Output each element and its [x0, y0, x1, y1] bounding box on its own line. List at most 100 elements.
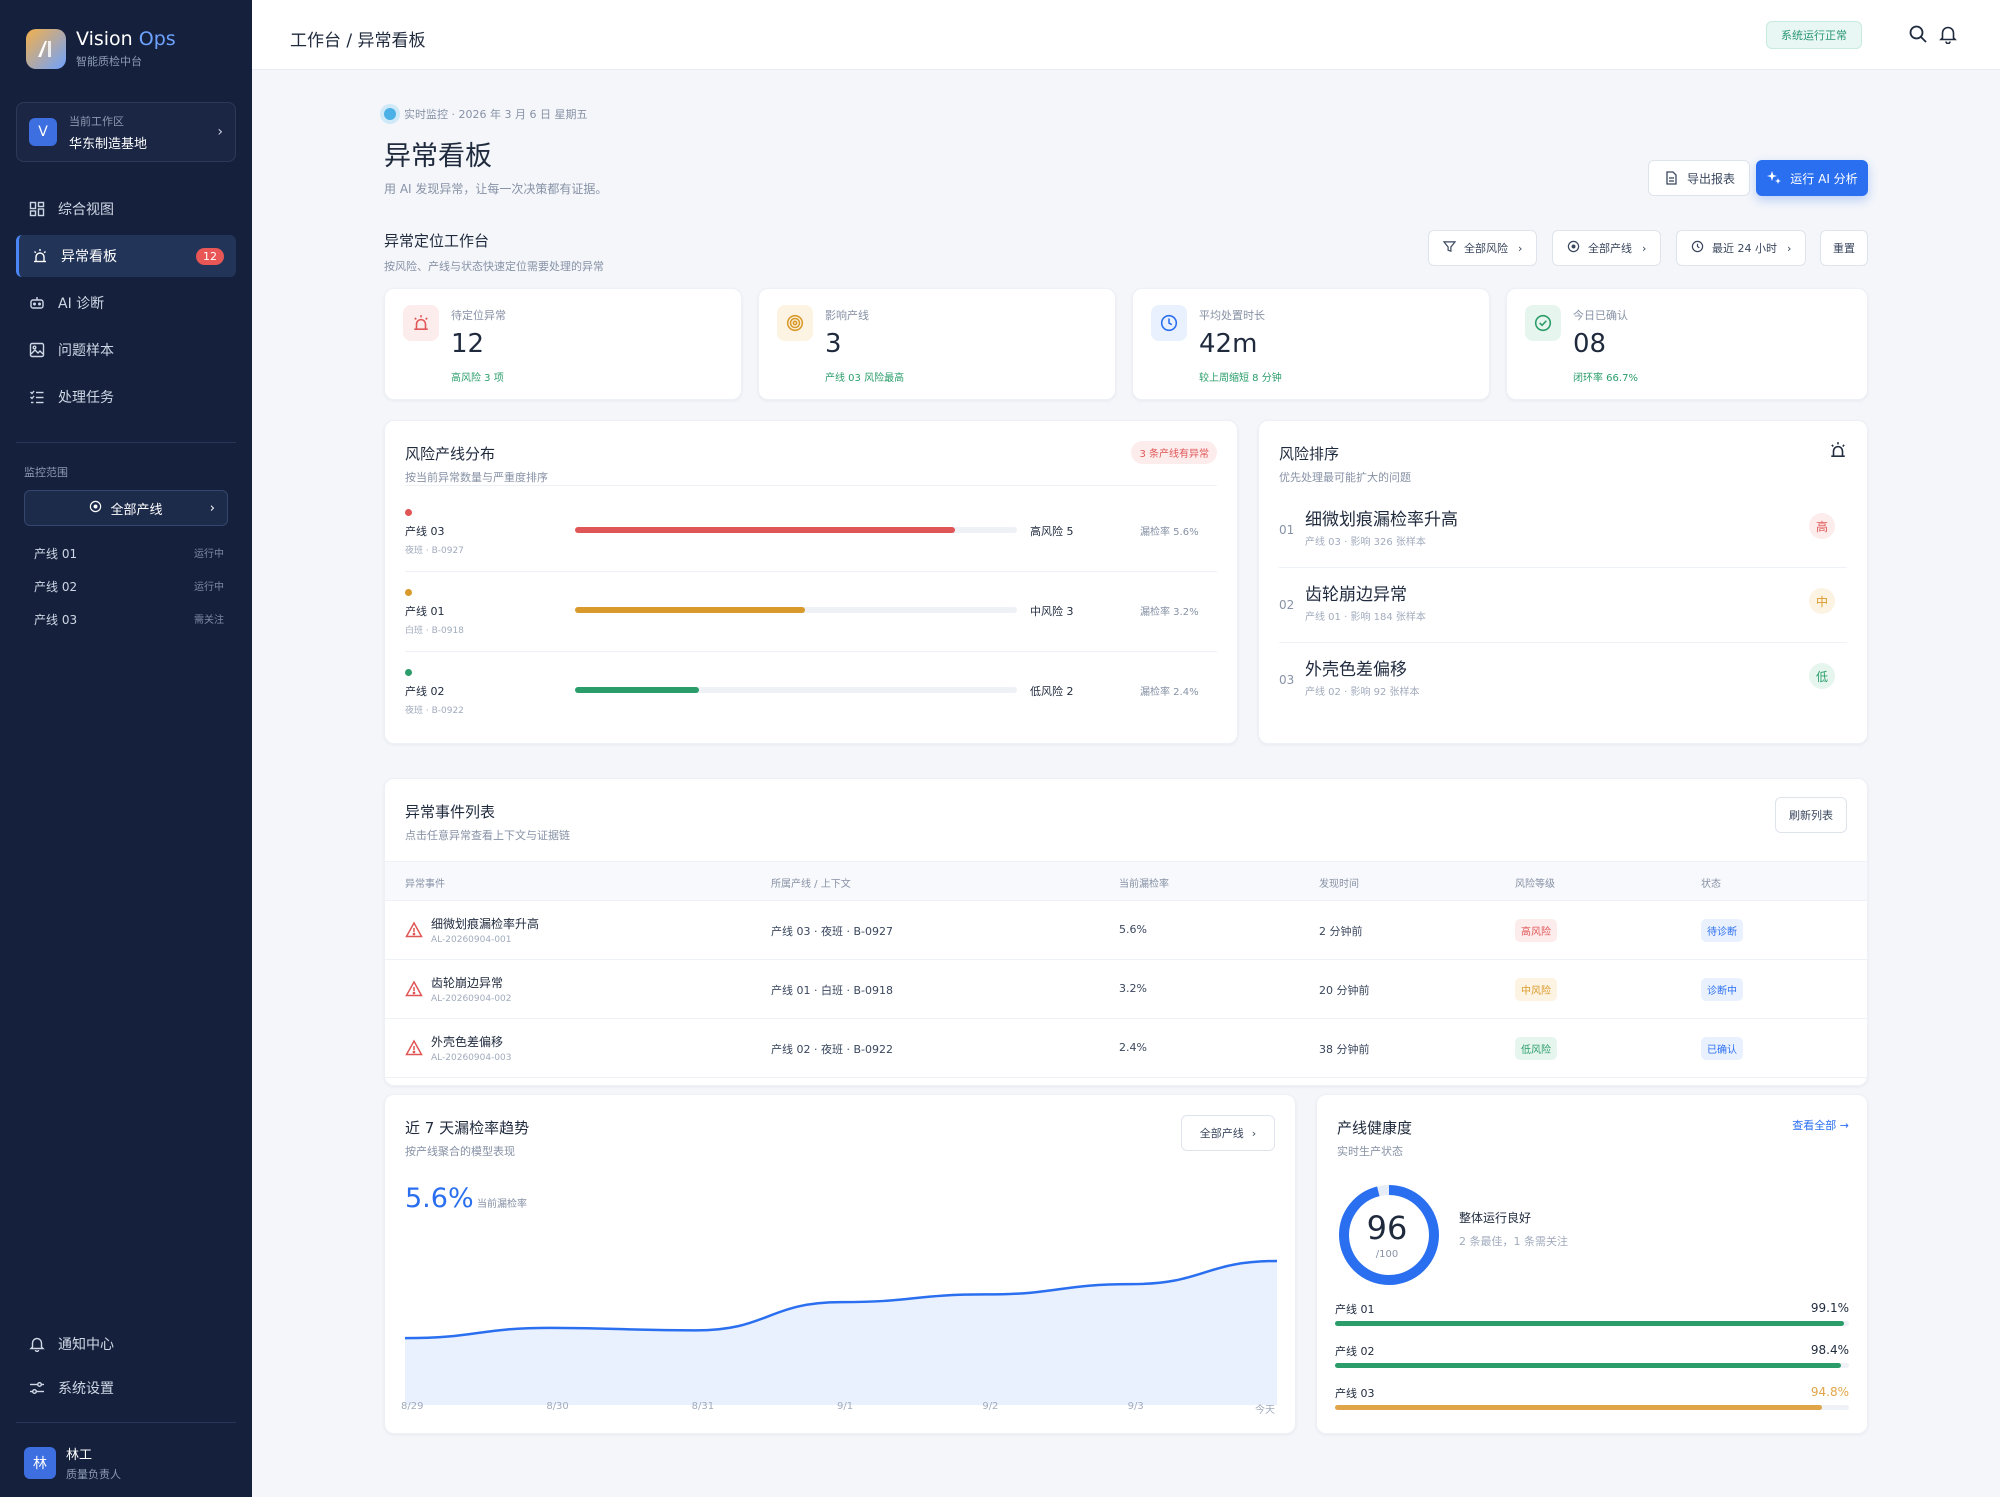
card-subtitle: 按当前异常数量与严重度排序: [405, 471, 548, 484]
dashboard-icon: [28, 200, 46, 218]
robot-icon: [28, 294, 46, 312]
risk-line-row[interactable]: 产线 03 夜班 · B-0927 高风险 5 漏检率 5.6%: [405, 507, 1215, 587]
chevron-right-icon: ›: [217, 124, 223, 140]
trend-line: [405, 1259, 1277, 1340]
kpi-card[interactable]: 影响产线 3 产线 03 风险最高: [758, 288, 1116, 400]
x-tick-label: 9/3: [1127, 1401, 1144, 1412]
table-row[interactable]: 外壳色差偏移 AL-20260904-003 产线 02 · 夜班 · B-0922…: [385, 1019, 1867, 1078]
event-time: 38 分钟前: [1319, 1043, 1370, 1056]
scope-line-item[interactable]: 产线 02 运行中: [34, 580, 224, 594]
kpi-note: 较上周缩短 8 分钟: [1199, 373, 1282, 384]
risk-level: 低风险 2: [1030, 685, 1074, 698]
trend-chart: [405, 1259, 1277, 1405]
risk-filter[interactable]: 全部风险 ›: [1428, 230, 1538, 266]
health-bar-fill: [1335, 1321, 1845, 1326]
workspace-avatar: V: [29, 118, 57, 146]
scope-select-value: 全部产线: [110, 502, 163, 518]
nav-item-ai-diagnosis[interactable]: AI 诊断: [16, 282, 236, 324]
risk-bar-fill: [575, 607, 805, 613]
health-bar-fill: [1335, 1363, 1841, 1368]
chevron-right-icon: ›: [209, 500, 215, 516]
kpi-card[interactable]: 待定位异常 12 高风险 3 项: [384, 288, 742, 400]
status-badge: 待诊断: [1701, 919, 1743, 942]
risk-distribution-card: 风险产线分布 按当前异常数量与严重度排序 3 条产线有异常 产线 03 夜班 · …: [384, 420, 1238, 744]
miss-rate: 漏检率 3.2%: [1140, 607, 1199, 618]
event-name: 细微划痕漏检率升高: [431, 917, 540, 931]
brand-name: Vision Ops: [76, 28, 176, 50]
kpi-label: 待定位异常: [451, 309, 506, 322]
risk-level: 高风险 5: [1030, 525, 1074, 538]
table-row[interactable]: 齿轮崩边异常 AL-20260904-002 产线 01 · 白班 · B-0918…: [385, 960, 1867, 1019]
rank-issue-detail: 产线 02 · 影响 92 张样本: [1305, 687, 1420, 698]
workbench-subtitle: 按风险、产线与状态快速定位需要处理的异常: [384, 260, 604, 273]
health-bar-track: [1335, 1363, 1849, 1368]
risk-rank-item[interactable]: 03 外壳色差偏移 产线 02 · 影响 92 张样本 低: [1279, 653, 1849, 727]
line-context: 夜班 · B-0927: [405, 546, 464, 556]
risk-line-row[interactable]: 产线 02 夜班 · B-0922 低风险 2 漏检率 2.4%: [405, 667, 1215, 747]
current-miss-rate-label: 当前漏检率: [477, 1199, 527, 1210]
risk-rank-item[interactable]: 01 细微划痕漏检率升高 产线 03 · 影响 326 张样本 高: [1279, 503, 1849, 577]
risk-rank-item[interactable]: 02 齿轮崩边异常 产线 01 · 影响 184 张样本 中: [1279, 578, 1849, 652]
event-name: 外壳色差偏移: [431, 1035, 504, 1049]
nav-item-overview[interactable]: 综合视图: [16, 188, 236, 230]
health-status: 整体运行良好: [1459, 1211, 1532, 1225]
line-scope-select[interactable]: 全部产线 ›: [24, 490, 228, 526]
risk-line-row[interactable]: 产线 01 白班 · B-0918 中风险 3 漏检率 3.2%: [405, 587, 1215, 667]
run-ai-analysis-button[interactable]: 运行 AI 分析: [1756, 160, 1868, 196]
divider: [1279, 642, 1847, 643]
alarm-icon: [31, 247, 49, 265]
line-name: 产线 03: [405, 525, 445, 538]
alarm-icon[interactable]: [1829, 441, 1847, 463]
line-name: 产线 02: [405, 685, 445, 698]
document-icon: [1663, 170, 1679, 186]
reset-button[interactable]: 重置: [1820, 230, 1868, 266]
rank-issue-detail: 产线 01 · 影响 184 张样本: [1305, 612, 1426, 623]
nav-item-problem-samples[interactable]: 问题样本: [16, 329, 236, 371]
sparkle-icon: [1766, 170, 1782, 186]
export-report-button[interactable]: 导出报表: [1648, 160, 1750, 196]
image-icon: [28, 341, 46, 359]
sidebar: Vision Ops 智能质检中台 V 当前工作区 华东制造基地 › 综合视图 …: [0, 0, 252, 1497]
brand[interactable]: Vision Ops 智能质检中台: [26, 28, 176, 69]
trend-line-filter[interactable]: 全部产线 ›: [1181, 1115, 1275, 1151]
chevron-right-icon: ›: [1251, 1126, 1257, 1140]
nav-item-anomaly-board[interactable]: 异常看板 12: [16, 235, 236, 277]
table-row[interactable]: 细微划痕漏检率升高 AL-20260904-001 产线 03 · 夜班 · B-0…: [385, 901, 1867, 960]
kpi-card[interactable]: 平均处置时长 42m 较上周缩短 8 分钟: [1132, 288, 1490, 400]
divider: [405, 485, 1217, 486]
search-icon[interactable]: [1908, 24, 1928, 44]
event-name: 齿轮崩边异常: [431, 976, 504, 990]
x-tick-label: 9/1: [837, 1401, 854, 1412]
settings-icon: [28, 1379, 46, 1397]
rank-issue-name: 细微划痕漏检率升高: [1305, 510, 1458, 530]
bell-icon[interactable]: [1938, 24, 1958, 45]
scope-line-item[interactable]: 产线 01 运行中: [34, 547, 224, 561]
card-subtitle: 实时生产状态: [1337, 1145, 1403, 1158]
kpi-note: 高风险 3 项: [451, 373, 504, 384]
rank-index: 02: [1279, 598, 1295, 612]
user-profile[interactable]: 林 林工 质量负责人: [24, 1444, 121, 1482]
health-score: 96: [1366, 1209, 1408, 1247]
time-filter[interactable]: 最近 24 小时 ›: [1676, 230, 1807, 266]
x-tick-label: 8/30: [546, 1401, 569, 1412]
line-context: 夜班 · B-0922: [405, 706, 464, 716]
risk-badge: 中风险: [1515, 978, 1557, 1001]
event-context: 产线 01 · 白班 · B-0918: [771, 984, 893, 997]
nav-item-tasks[interactable]: 处理任务: [16, 376, 236, 418]
refresh-list-button[interactable]: 刷新列表: [1775, 797, 1847, 833]
nav-item-notifications[interactable]: 通知中心: [28, 1334, 114, 1354]
kpi-card[interactable]: 今日已确认 08 闭环率 66.7%: [1506, 288, 1868, 400]
status-badge: 已确认: [1701, 1037, 1743, 1060]
rank-index: 03: [1279, 673, 1295, 687]
topbar: 工作台 / 异常看板 系统运行正常: [252, 0, 2000, 70]
line-name: 产线 01: [405, 605, 445, 618]
line-name: 产线 03: [1335, 1387, 1375, 1400]
view-all-link[interactable]: 查看全部 →: [1792, 1119, 1849, 1132]
events-table-card: 异常事件列表 点击任意异常查看上下文与证据链 刷新列表 异常事件 所属产线 / …: [384, 778, 1868, 1086]
workspace-switcher[interactable]: V 当前工作区 华东制造基地 ›: [16, 102, 236, 162]
scope-line-item[interactable]: 产线 03 需关注: [34, 613, 224, 627]
risk-bar-fill: [575, 527, 956, 533]
risk-badge: 高风险: [1515, 919, 1557, 942]
nav-item-settings[interactable]: 系统设置: [28, 1378, 114, 1398]
line-filter[interactable]: 全部产线 ›: [1552, 230, 1662, 266]
